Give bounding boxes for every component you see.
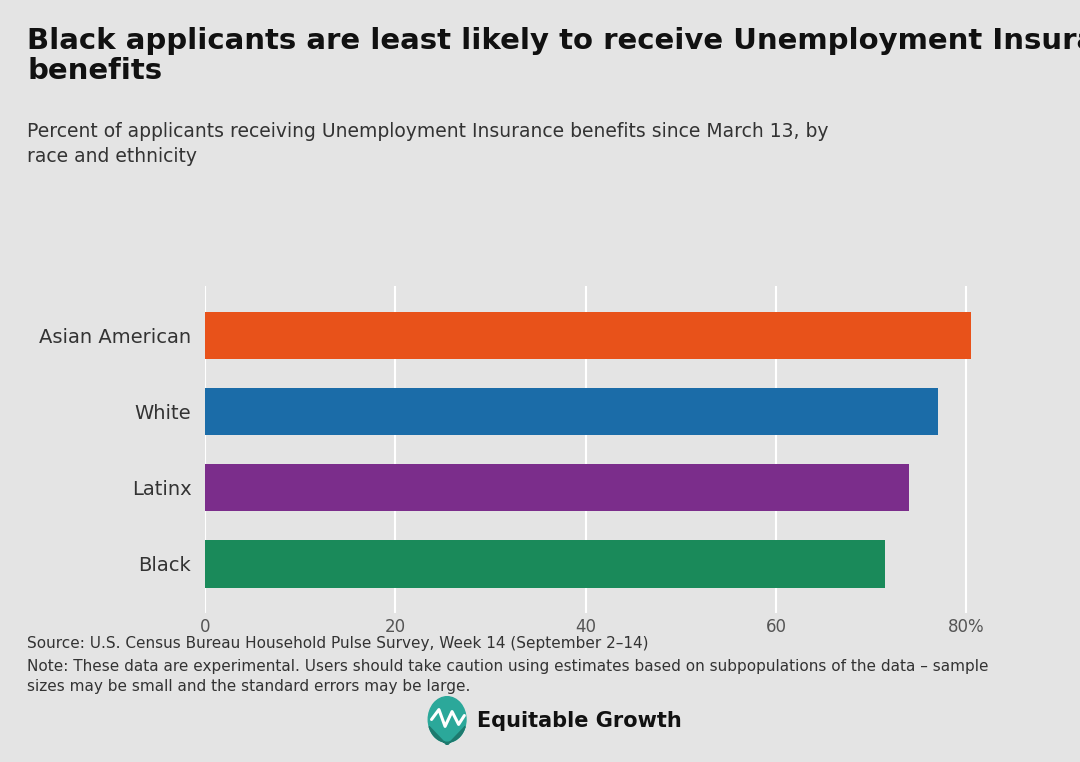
- Text: Percent of applicants receiving Unemployment Insurance benefits since March 13, : Percent of applicants receiving Unemploy…: [27, 122, 828, 166]
- Text: Black applicants are least likely to receive Unemployment Insurance: Black applicants are least likely to rec…: [27, 27, 1080, 55]
- Circle shape: [429, 696, 465, 742]
- Text: Note: These data are experimental. Users should take caution using estimates bas: Note: These data are experimental. Users…: [27, 659, 988, 694]
- Bar: [205, 540, 886, 588]
- Bar: [205, 312, 971, 359]
- Text: Equitable Growth: Equitable Growth: [477, 711, 683, 731]
- Bar: [205, 464, 909, 511]
- Polygon shape: [429, 726, 465, 745]
- Bar: [205, 388, 937, 435]
- Text: benefits: benefits: [27, 57, 162, 85]
- Text: Source: U.S. Census Bureau Household Pulse Survey, Week 14 (September 2–14): Source: U.S. Census Bureau Household Pul…: [27, 636, 648, 652]
